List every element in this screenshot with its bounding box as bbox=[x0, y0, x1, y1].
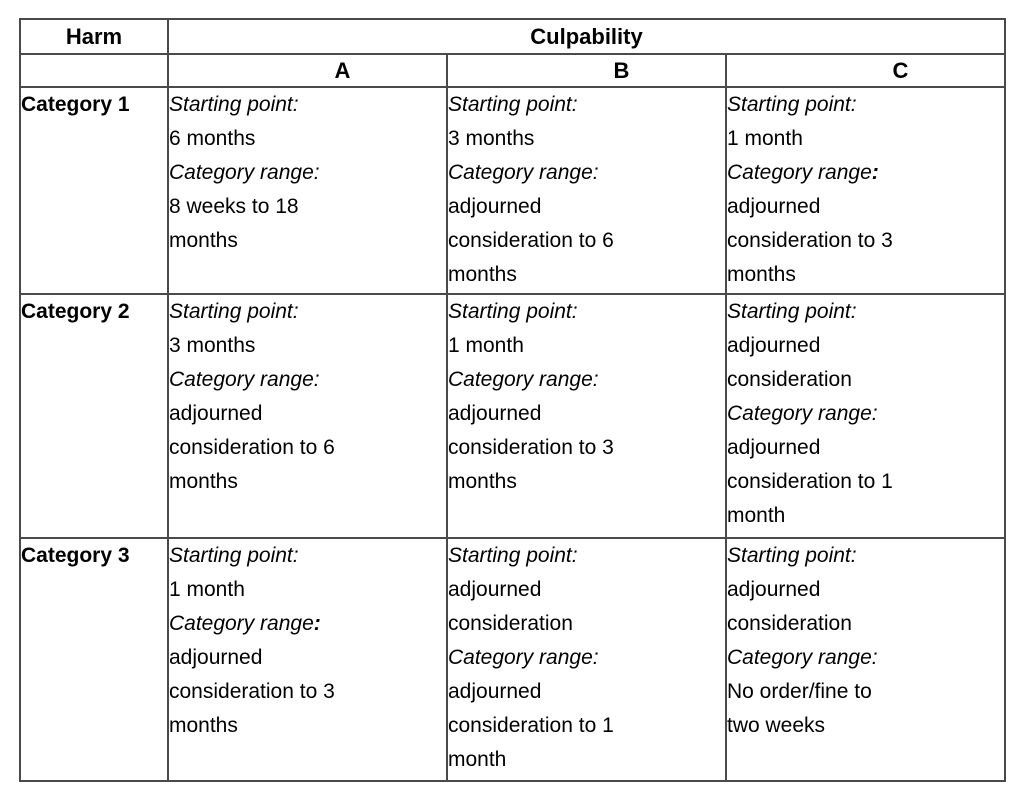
culpability-header: Culpability bbox=[167, 18, 1006, 55]
guideline-text-line: Category range: bbox=[448, 161, 599, 184]
culpability-column-a-header: A bbox=[167, 53, 448, 88]
guideline-text-line: months bbox=[448, 263, 517, 286]
guideline-text-line: Category range: bbox=[169, 368, 320, 391]
culpability-column-b-header: B bbox=[446, 53, 727, 88]
guideline-cell-b: Starting point: adjourned consideration Cat… bbox=[446, 537, 727, 782]
guideline-text-line: adjourned bbox=[727, 195, 821, 218]
guideline-text-line: Category range: bbox=[169, 612, 321, 635]
guideline-text-line: month bbox=[727, 504, 786, 527]
guideline-text-line: consideration to 3 bbox=[727, 229, 893, 252]
guideline-text-line: Starting point: bbox=[169, 544, 299, 567]
guideline-text-line: No order/fine to bbox=[727, 680, 872, 703]
guideline-text-line: adjourned bbox=[169, 402, 263, 425]
guideline-text-line: Starting point: bbox=[448, 93, 578, 116]
guideline-text-line: month bbox=[448, 748, 507, 771]
harm-header: Harm bbox=[19, 18, 169, 55]
guideline-text-line: consideration to 1 bbox=[448, 714, 614, 737]
guideline-cell-c: Starting point: adjourned consideration Cat… bbox=[725, 293, 1006, 539]
culpability-column-c-header: C bbox=[725, 53, 1006, 88]
guideline-text-line: 1 month bbox=[448, 334, 524, 357]
guideline-text-line: consideration to 1 bbox=[727, 470, 893, 493]
guideline-text-line: Category range: bbox=[727, 161, 879, 184]
guideline-text-line: Starting point: bbox=[169, 300, 299, 323]
guideline-cell-a: Starting point: 1 month Category range: adj… bbox=[167, 537, 448, 782]
guideline-text-line: Starting point: bbox=[727, 544, 857, 567]
guideline-text-line: months bbox=[169, 470, 238, 493]
guideline-text-line: months bbox=[727, 263, 796, 286]
guideline-text-line: months bbox=[448, 470, 517, 493]
guideline-cell-a: Starting point: 3 months Category range: ad… bbox=[167, 293, 448, 539]
sentencing-guidelines-table-wrap: Harm Culpability A B C Category 1 Startin… bbox=[19, 18, 1006, 782]
guideline-text-line: consideration to 6 bbox=[169, 436, 335, 459]
guideline-text-line: adjourned bbox=[727, 334, 821, 357]
table-row: Category 1 Starting point: 6 months Categor… bbox=[19, 86, 1006, 295]
guideline-cell-c: Starting point: adjourned consideration Cat… bbox=[725, 537, 1006, 782]
guideline-text-line: adjourned bbox=[448, 195, 542, 218]
guideline-text-line: Starting point: bbox=[169, 93, 299, 116]
guideline-text-line: consideration to 6 bbox=[448, 229, 614, 252]
table-row: Category 2 Starting point: 3 months Categor… bbox=[19, 293, 1006, 539]
blank-header-cell bbox=[19, 53, 169, 88]
guideline-text-line: 1 month bbox=[727, 127, 803, 150]
guideline-text-line: adjourned bbox=[727, 578, 821, 601]
harm-category-label: Category 2 bbox=[19, 293, 169, 539]
guideline-text-line: adjourned bbox=[448, 578, 542, 601]
guideline-cell-b: Starting point: 3 months Category range: ad… bbox=[446, 86, 727, 295]
guideline-text-line: Category range: bbox=[448, 646, 599, 669]
guideline-text-line: months bbox=[169, 229, 238, 252]
table-header-row-columns: A B C bbox=[19, 53, 1006, 88]
guideline-text-line: 1 month bbox=[169, 578, 245, 601]
sentencing-guidelines-table: Harm Culpability A B C Category 1 Startin… bbox=[19, 18, 1006, 782]
guideline-cell-a: Starting point: 6 months Category range: 8 … bbox=[167, 86, 448, 295]
guideline-text-line: Category range: bbox=[448, 368, 599, 391]
guideline-text-line: Category range: bbox=[727, 402, 878, 425]
guideline-text-line: Starting point: bbox=[727, 93, 857, 116]
guideline-cell-c: Starting point: 1 month Category range: adj… bbox=[725, 86, 1006, 295]
guideline-text-line: two weeks bbox=[727, 714, 826, 737]
guideline-text-line: consideration bbox=[727, 612, 852, 635]
guideline-text-line: 3 months bbox=[169, 334, 256, 357]
guideline-text-line: consideration bbox=[448, 612, 573, 635]
guideline-text-line: consideration to 3 bbox=[448, 436, 614, 459]
guideline-text-line: Category range: bbox=[169, 161, 320, 184]
guideline-text-line: 8 weeks to 18 bbox=[169, 195, 299, 218]
guideline-text-line: months bbox=[169, 714, 238, 737]
table-row: Category 3 Starting point: 1 month Category… bbox=[19, 537, 1006, 782]
harm-category-label: Category 3 bbox=[19, 537, 169, 782]
guideline-text-line: adjourned bbox=[169, 646, 263, 669]
guideline-text-line: Category range: bbox=[727, 646, 878, 669]
guideline-text-line: 3 months bbox=[448, 127, 535, 150]
guideline-text-line: Starting point: bbox=[448, 300, 578, 323]
guideline-text-line: adjourned bbox=[448, 680, 542, 703]
guideline-text-line: adjourned bbox=[448, 402, 542, 425]
guideline-text-line: Starting point: bbox=[448, 544, 578, 567]
guideline-text-line: consideration bbox=[727, 368, 852, 391]
guideline-text-line: 6 months bbox=[169, 127, 256, 150]
guideline-text-line: Starting point: bbox=[727, 300, 857, 323]
guideline-text-line: adjourned bbox=[727, 436, 821, 459]
harm-category-label: Category 1 bbox=[19, 86, 169, 295]
guideline-cell-b: Starting point: 1 month Category range: adj… bbox=[446, 293, 727, 539]
table-header-row-main: Harm Culpability bbox=[19, 18, 1006, 55]
guideline-text-line: consideration to 3 bbox=[169, 680, 335, 703]
